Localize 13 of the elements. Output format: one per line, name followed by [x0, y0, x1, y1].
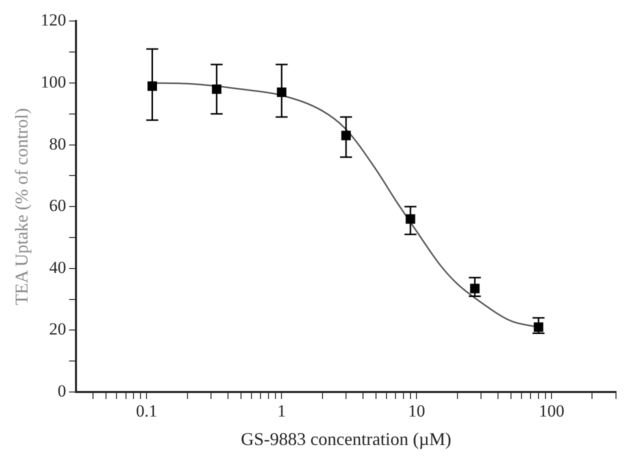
y-tick-label: 80 — [49, 134, 66, 154]
x-tick-label: 1 — [277, 402, 286, 421]
y-tick-label: 120 — [40, 10, 66, 30]
x-tick-label: 10 — [408, 402, 426, 421]
y-tick-label: 100 — [40, 72, 66, 92]
y-tick-label: 40 — [49, 258, 66, 277]
y-tick-label: 0 — [58, 381, 66, 400]
y-axis-title: TEA Uptake (% of control) — [12, 108, 32, 306]
x-tick-label: 100 — [538, 402, 564, 421]
y-tick-label: 20 — [49, 320, 66, 339]
x-axis-title: GS-9883 concentration (µM) — [240, 428, 452, 449]
x-tick-label: 0.1 — [136, 402, 158, 421]
y-tick-label: 60 — [49, 196, 66, 216]
